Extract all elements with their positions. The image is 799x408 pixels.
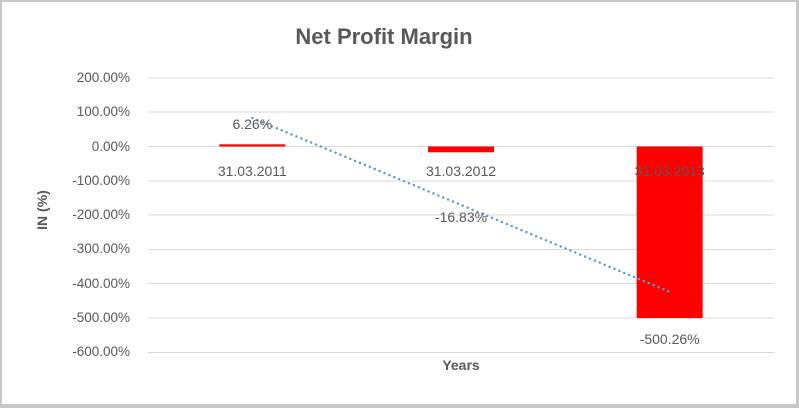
category-label: 31.03.2011 (217, 163, 287, 179)
bar (636, 146, 703, 319)
y-axis-tick-label: -400.00% (72, 275, 130, 291)
bar (428, 146, 494, 153)
data-label: -500.26% (639, 331, 700, 347)
bar (219, 144, 286, 147)
y-axis-tick-label: 0.00% (91, 138, 130, 154)
chart-title: Net Profit Margin (295, 24, 473, 49)
category-label: 31.03.2012 (425, 163, 497, 179)
trendline (251, 116, 671, 293)
x-axis-title: Years (442, 357, 480, 373)
plot-area (148, 77, 774, 353)
data-label: 6.26% (232, 116, 273, 132)
y-axis-tick-label: 100.00% (76, 104, 130, 120)
y-axis-tick-label: -100.00% (72, 172, 130, 188)
category-label: 31.03.2013 (634, 163, 705, 179)
y-axis-tick-label: -500.00% (72, 310, 130, 325)
y-axis-tick-label: 200.00% (76, 69, 130, 85)
y-axis-tick-label: -200.00% (72, 207, 130, 223)
y-axis-tick-label: -300.00% (72, 241, 130, 257)
data-label: -16.83% (434, 209, 488, 225)
y-axis-tick-label: -600.00% (72, 344, 130, 360)
